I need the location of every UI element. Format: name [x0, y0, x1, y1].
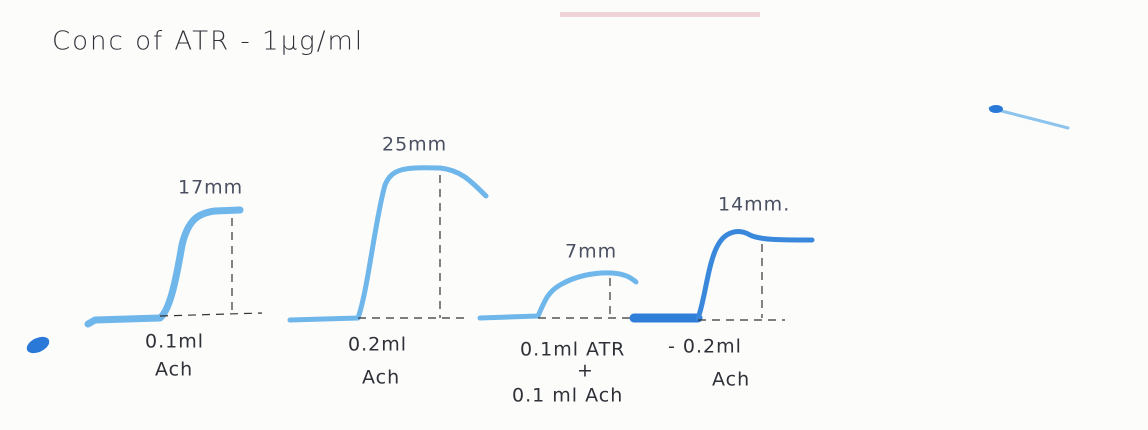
drug-label: 0.1 ml Ach	[512, 385, 623, 407]
height-label: 7mm	[565, 241, 617, 263]
dose-label: 0.1ml ATR	[520, 339, 625, 361]
dose-label: 0.1ml	[145, 331, 204, 353]
ink-blob	[989, 105, 1003, 113]
height-label: 14mm.	[718, 194, 790, 216]
dose-label: - 0.2ml	[668, 336, 742, 358]
drawing: Conc of ATR - 1µg/ml 17mm 0.1ml Ach 25mm…	[0, 0, 1148, 430]
plus-sign: +	[577, 360, 594, 382]
drug-label: Ach	[712, 369, 750, 391]
page: Conc of ATR - 1µg/ml 17mm 0.1ml Ach 25mm…	[0, 0, 1148, 430]
title: Conc of ATR - 1µg/ml	[52, 27, 364, 57]
paper-mark	[560, 12, 760, 17]
height-label: 25mm	[382, 134, 447, 156]
drug-label: Ach	[362, 367, 400, 389]
dose-label: 0.2ml	[348, 334, 407, 356]
drug-label: Ach	[155, 359, 193, 381]
height-label: 17mm	[178, 177, 243, 199]
